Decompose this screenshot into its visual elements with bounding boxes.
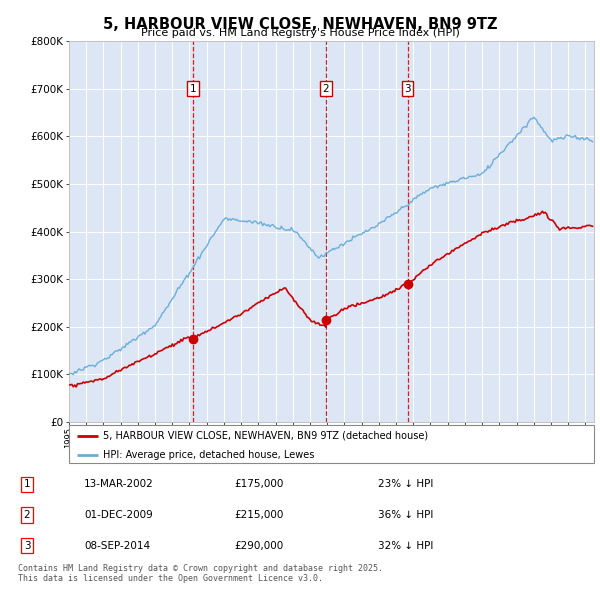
Text: Price paid vs. HM Land Registry's House Price Index (HPI): Price paid vs. HM Land Registry's House …: [140, 28, 460, 38]
Text: £215,000: £215,000: [234, 510, 283, 520]
Text: 2: 2: [23, 510, 31, 520]
Text: 5, HARBOUR VIEW CLOSE, NEWHAVEN, BN9 9TZ: 5, HARBOUR VIEW CLOSE, NEWHAVEN, BN9 9TZ: [103, 17, 497, 31]
Text: 32% ↓ HPI: 32% ↓ HPI: [378, 541, 433, 550]
FancyBboxPatch shape: [69, 425, 594, 463]
Text: 13-MAR-2002: 13-MAR-2002: [84, 480, 154, 489]
Text: Contains HM Land Registry data © Crown copyright and database right 2025.
This d: Contains HM Land Registry data © Crown c…: [18, 563, 383, 583]
Text: £175,000: £175,000: [234, 480, 283, 489]
Text: 1: 1: [190, 84, 196, 94]
Text: 36% ↓ HPI: 36% ↓ HPI: [378, 510, 433, 520]
Text: 5, HARBOUR VIEW CLOSE, NEWHAVEN, BN9 9TZ (detached house): 5, HARBOUR VIEW CLOSE, NEWHAVEN, BN9 9TZ…: [103, 431, 428, 441]
Text: HPI: Average price, detached house, Lewes: HPI: Average price, detached house, Lewe…: [103, 450, 314, 460]
Text: 01-DEC-2009: 01-DEC-2009: [84, 510, 153, 520]
Text: 08-SEP-2014: 08-SEP-2014: [84, 541, 150, 550]
Text: 23% ↓ HPI: 23% ↓ HPI: [378, 480, 433, 489]
Text: 2: 2: [323, 84, 329, 94]
Text: 3: 3: [404, 84, 411, 94]
Text: £290,000: £290,000: [234, 541, 283, 550]
Text: 3: 3: [23, 541, 31, 550]
Text: 1: 1: [23, 480, 31, 489]
